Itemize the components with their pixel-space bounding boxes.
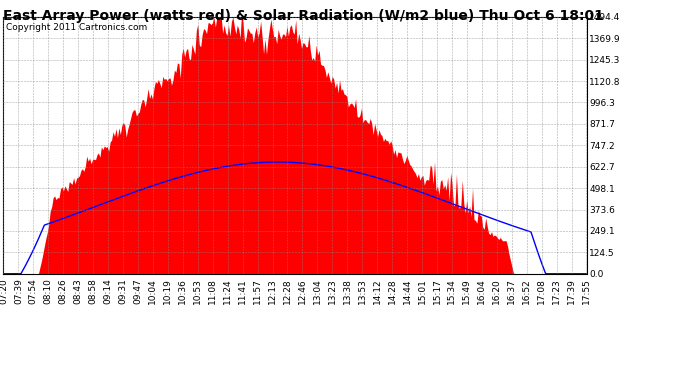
Text: Copyright 2011 Cartronics.com: Copyright 2011 Cartronics.com <box>6 22 148 32</box>
Text: East Array Power (watts red) & Solar Radiation (W/m2 blue) Thu Oct 6 18:01: East Array Power (watts red) & Solar Rad… <box>3 9 604 23</box>
